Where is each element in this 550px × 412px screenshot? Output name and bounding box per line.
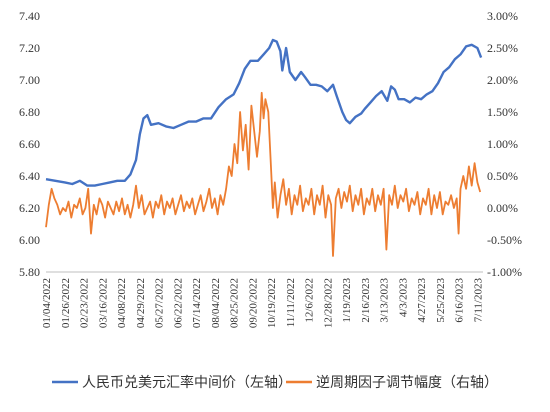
x-tick-label: 08/25/2022 [229,278,241,328]
right-tick-label: 1.50% [487,105,518,119]
left-y-axis: 7.40 7.20 7.00 6.80 6.60 6.40 6.20 6.00 5.80 [19,9,40,279]
exchange-rate-line [45,38,483,187]
x-tick-label: 04/08/2022 [116,278,128,328]
left-tick-label: 6.60 [19,137,40,151]
x-tick-label: 11/11/2022 [285,278,297,327]
x-tick-label: 08/04/2022 [210,278,222,328]
right-tick-label: 0.50% [487,169,518,183]
x-tick-label: 1/19/2023 [341,278,353,323]
x-tick-label: 2/16/2023 [360,278,372,323]
left-tick-label: 5.80 [19,265,40,279]
left-tick-label: 7.40 [19,9,40,23]
countercyclical-factor-line [45,91,482,257]
legend-label: 逆周期因子调节幅度（右轴） [316,375,498,391]
left-tick-label: 7.20 [19,41,40,55]
x-tick-label: 7/11/2023 [472,278,484,323]
x-tick-label: 6/16/2023 [454,278,466,323]
right-tick-label: 3.00% [487,9,518,23]
x-tick-label: 05/27/2022 [154,278,166,328]
left-tick-label: 6.00 [19,233,40,247]
x-tick-label: 03/16/2022 [97,278,109,328]
x-tick-label: 4/3/2023 [397,278,409,318]
legend-label: 人民币兑美元汇率中间价（左轴） [82,374,292,391]
right-tick-label: 2.50% [487,41,518,55]
x-tick-label: 12/6/2022 [304,278,316,323]
left-tick-label: 6.80 [19,105,40,119]
x-tick-label: 5/25/2023 [435,278,447,323]
x-tick-label: 01/04/2022 [41,278,53,328]
x-tick-label: 06/22/2022 [172,278,184,328]
right-tick-label: 0.00% [487,201,518,215]
series-layer [45,38,483,257]
x-tick-label: 12/28/2022 [322,278,334,328]
left-tick-label: 6.40 [19,169,40,183]
right-tick-label: -1.00% [487,265,522,279]
x-tick-label: 10/19/2022 [266,278,278,328]
x-tick-label: 09/20/2022 [247,278,259,328]
x-axis: 01/04/2022 01/26/2022 02/23/2022 03/16/2022… [41,271,484,328]
left-tick-label: 6.20 [19,201,40,215]
right-tick-label: 1.00% [487,137,518,151]
x-tick-label: 01/26/2022 [60,278,72,328]
right-y-axis: 3.00% 2.50% 2.00% 1.50% 1.00% 0.50% 0.00% -0.50… [487,9,522,279]
legend: 人民币兑美元汇率中间价（左轴） 逆周期因子调节幅度（右轴） [52,374,498,391]
x-tick-label: 04/29/2022 [135,278,147,328]
left-tick-label: 7.00 [19,73,40,87]
x-tick-label: 3/13/2023 [379,278,391,323]
right-tick-label: 2.00% [487,73,518,87]
x-tick-label: 02/23/2022 [79,278,91,328]
x-tick-label: 4/27/2023 [416,278,428,323]
right-tick-label: -0.50% [487,233,522,247]
x-tick-label: 07/14/2022 [191,278,203,328]
